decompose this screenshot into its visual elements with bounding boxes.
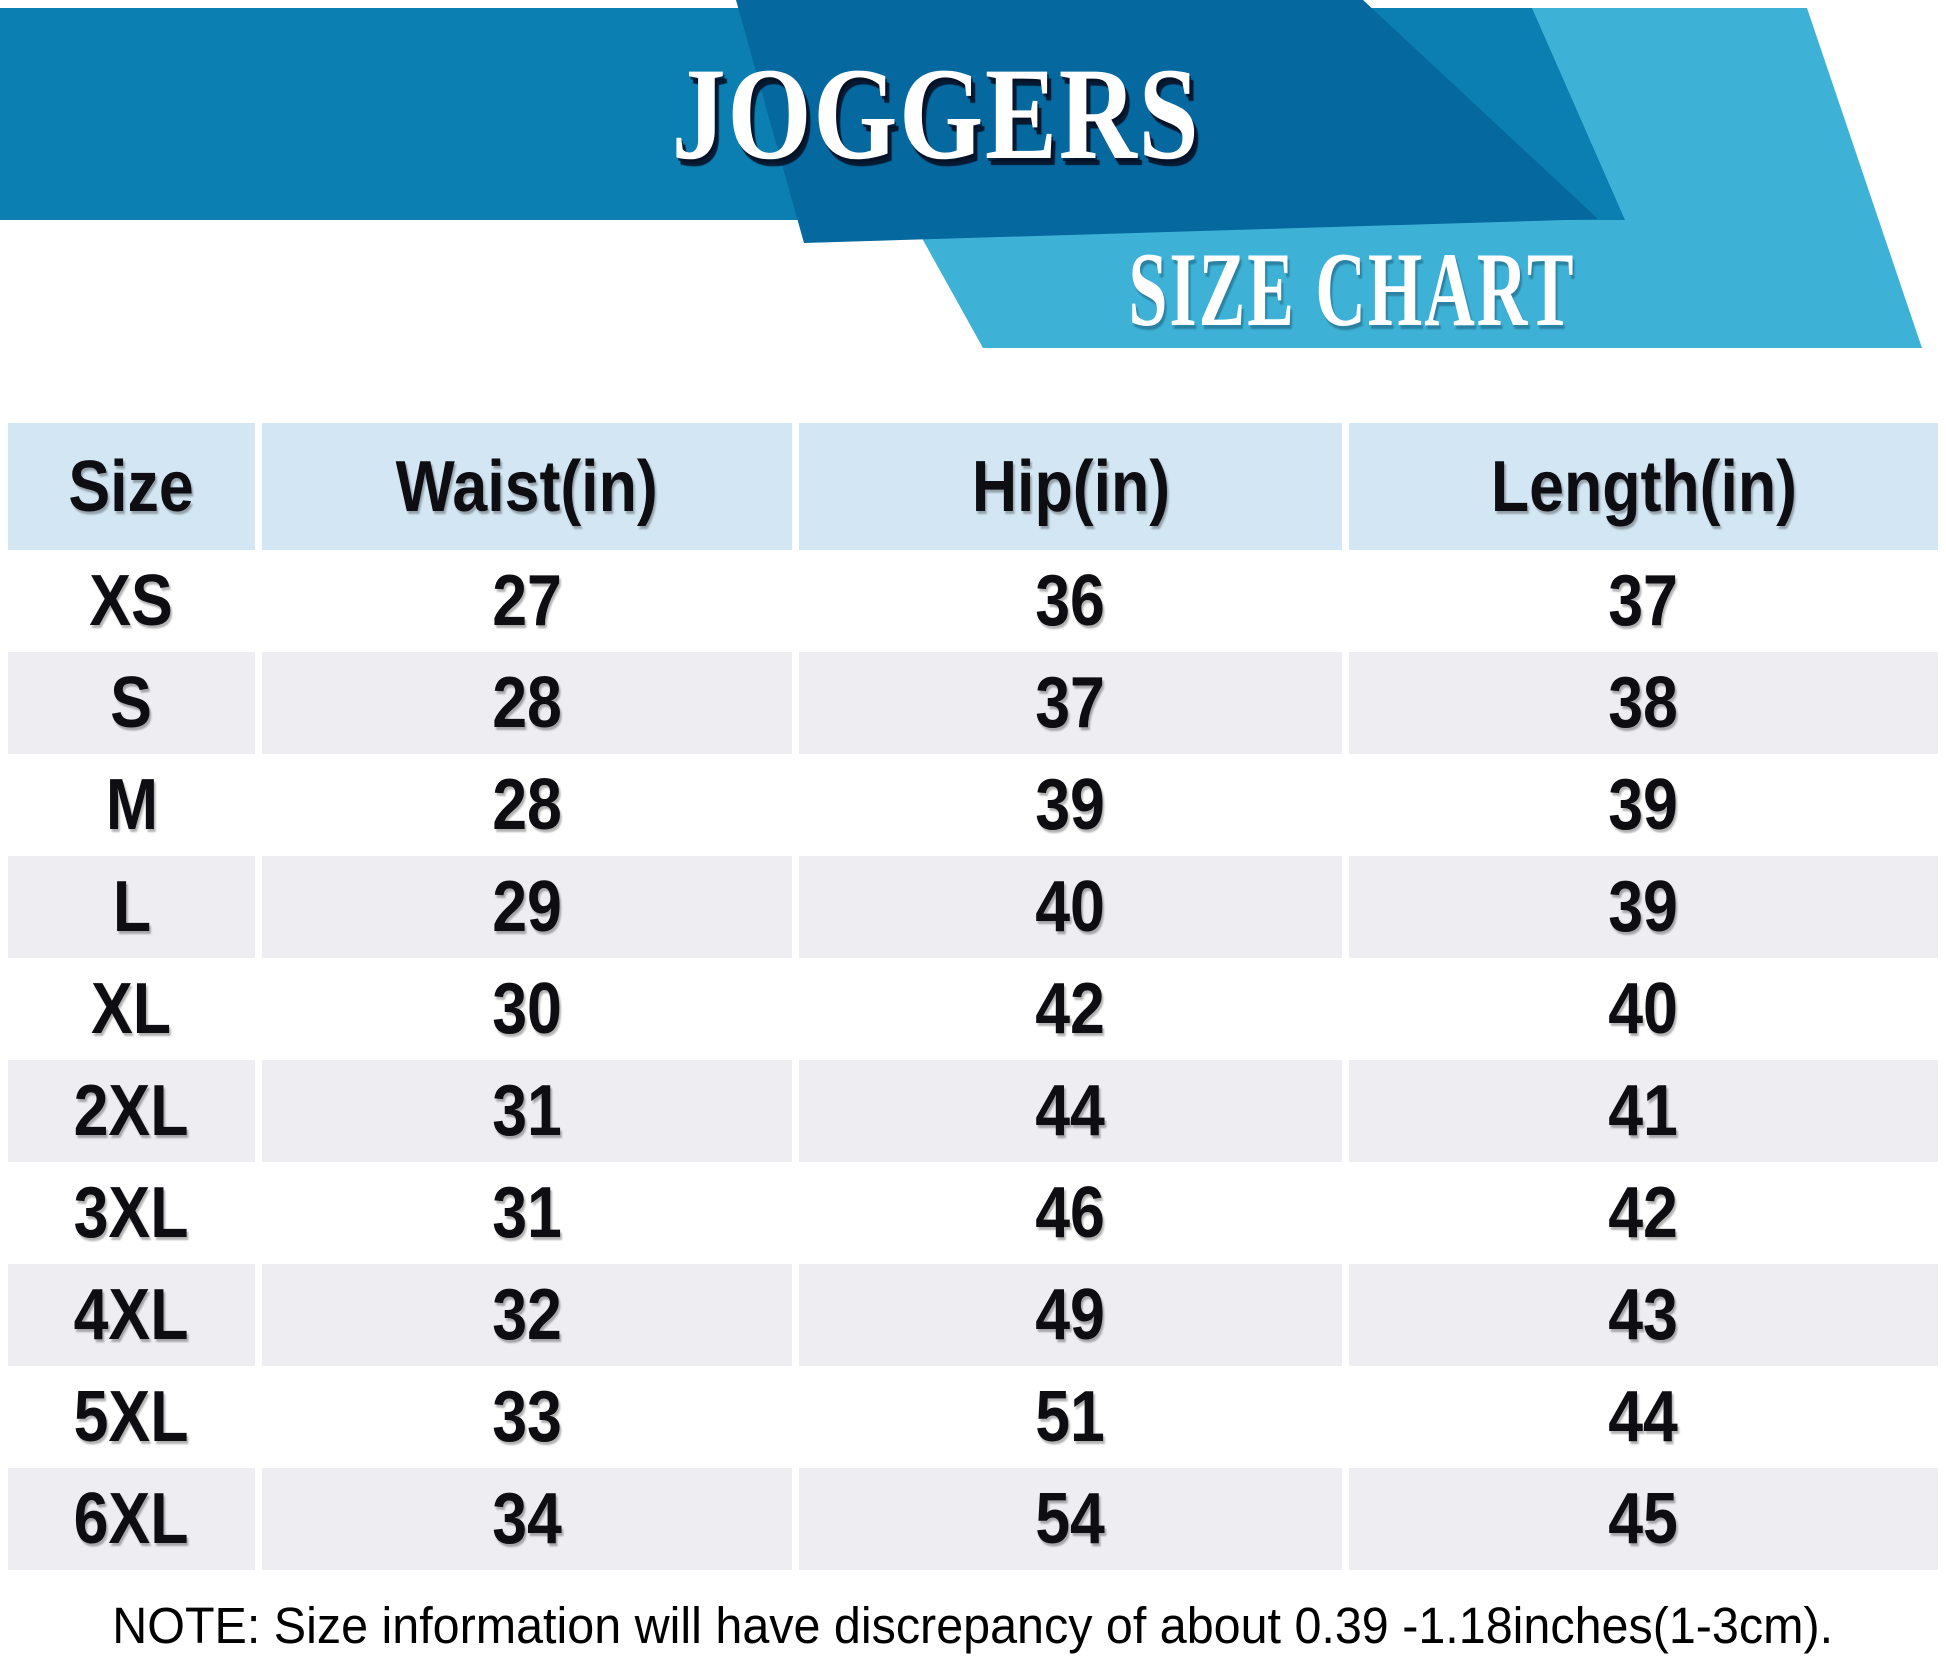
size-cell-6xl-label: 6XL <box>74 1479 189 1559</box>
size-cell-l: L <box>8 856 255 958</box>
value-cell-3xl-waistin: 31 <box>262 1162 792 1264</box>
column-header-lengthin: Length(in) <box>1349 423 1938 550</box>
size-cell-xl: XL <box>8 958 255 1060</box>
size-cell-m: M <box>8 754 255 856</box>
value-cell-2xl-lengthin: 41 <box>1349 1060 1938 1162</box>
size-cell-s-label: S <box>110 663 153 743</box>
value-cell-l-lengthin: 39 <box>1349 856 1938 958</box>
column-header-size-label: Size <box>68 446 195 527</box>
value-cell-xs-lengthin: 37 <box>1349 550 1938 652</box>
size-cell-l-label: L <box>112 867 151 947</box>
value-cell-xs-waistin: 27 <box>262 550 792 652</box>
value-cell-m-lengthin: 39 <box>1349 754 1938 856</box>
value-cell-xs-waistin-label: 27 <box>492 561 562 641</box>
value-cell-xl-lengthin-label: 40 <box>1608 969 1679 1049</box>
value-cell-4xl-hipin: 49 <box>799 1264 1342 1366</box>
value-cell-l-hipin-label: 40 <box>1035 867 1106 947</box>
size-cell-m-label: M <box>105 765 158 845</box>
value-cell-xs-hipin: 36 <box>799 550 1342 652</box>
value-cell-5xl-hipin-label: 51 <box>1035 1377 1106 1457</box>
value-cell-l-waistin-label: 29 <box>492 867 562 947</box>
value-cell-5xl-hipin: 51 <box>799 1366 1342 1468</box>
value-cell-m-waistin: 28 <box>262 754 792 856</box>
value-cell-m-hipin: 39 <box>799 754 1342 856</box>
column-header-waistin: Waist(in) <box>262 423 792 550</box>
column-header-waistin-label: Waist(in) <box>395 446 659 527</box>
value-cell-s-lengthin: 38 <box>1349 652 1938 754</box>
value-cell-xl-waistin-label: 30 <box>492 969 562 1049</box>
value-cell-s-waistin-label: 28 <box>492 663 562 743</box>
size-cell-6xl: 6XL <box>8 1468 255 1570</box>
size-cell-xl-label: XL <box>91 969 172 1049</box>
value-cell-m-lengthin-label: 39 <box>1608 765 1679 845</box>
value-cell-s-lengthin-label: 38 <box>1608 663 1679 743</box>
value-cell-6xl-lengthin-label: 45 <box>1608 1479 1679 1559</box>
value-cell-3xl-lengthin: 42 <box>1349 1162 1938 1264</box>
value-cell-m-waistin-label: 28 <box>492 765 562 845</box>
value-cell-6xl-hipin-label: 54 <box>1035 1479 1106 1559</box>
value-cell-s-hipin-label: 37 <box>1035 663 1106 743</box>
header-banner: JOGGERS SIZE CHART <box>0 0 1946 380</box>
size-cell-4xl: 4XL <box>8 1264 255 1366</box>
value-cell-xl-hipin: 42 <box>799 958 1342 1060</box>
value-cell-xl-waistin: 30 <box>262 958 792 1060</box>
value-cell-4xl-hipin-label: 49 <box>1035 1275 1106 1355</box>
value-cell-2xl-waistin: 31 <box>262 1060 792 1162</box>
size-note-text: NOTE: Size information will have discrep… <box>112 1597 1834 1654</box>
page-title: JOGGERS <box>671 40 1201 187</box>
size-cell-5xl-label: 5XL <box>74 1377 189 1457</box>
value-cell-5xl-waistin-label: 33 <box>492 1377 562 1457</box>
column-header-hipin-label: Hip(in) <box>971 446 1170 527</box>
value-cell-xl-lengthin: 40 <box>1349 958 1938 1060</box>
value-cell-3xl-waistin-label: 31 <box>492 1173 562 1253</box>
size-cell-3xl-label: 3XL <box>74 1173 189 1253</box>
value-cell-4xl-lengthin-label: 43 <box>1608 1275 1679 1355</box>
size-cell-3xl: 3XL <box>8 1162 255 1264</box>
value-cell-2xl-hipin: 44 <box>799 1060 1342 1162</box>
value-cell-4xl-waistin: 32 <box>262 1264 792 1366</box>
value-cell-3xl-hipin-label: 46 <box>1035 1173 1106 1253</box>
value-cell-2xl-waistin-label: 31 <box>492 1071 562 1151</box>
column-header-lengthin-label: Length(in) <box>1490 446 1797 527</box>
value-cell-m-hipin-label: 39 <box>1035 765 1106 845</box>
column-header-size: Size <box>8 423 255 550</box>
value-cell-l-waistin: 29 <box>262 856 792 958</box>
size-table: Size Waist(in) Hip(in) Length(in) XS 27 36 37 S 2… <box>8 423 1938 1570</box>
value-cell-3xl-hipin: 46 <box>799 1162 1342 1264</box>
value-cell-5xl-lengthin: 44 <box>1349 1366 1938 1468</box>
value-cell-6xl-waistin-label: 34 <box>492 1479 562 1559</box>
size-cell-s: S <box>8 652 255 754</box>
page-subtitle: SIZE CHART <box>1128 231 1576 348</box>
value-cell-2xl-hipin-label: 44 <box>1035 1071 1106 1151</box>
value-cell-4xl-waistin-label: 32 <box>492 1275 562 1355</box>
size-cell-xs: XS <box>8 550 255 652</box>
value-cell-l-hipin: 40 <box>799 856 1342 958</box>
value-cell-6xl-lengthin: 45 <box>1349 1468 1938 1570</box>
value-cell-5xl-waistin: 33 <box>262 1366 792 1468</box>
value-cell-l-lengthin-label: 39 <box>1608 867 1679 947</box>
column-header-hipin: Hip(in) <box>799 423 1342 550</box>
value-cell-2xl-lengthin-label: 41 <box>1608 1071 1679 1151</box>
size-note: NOTE: Size information will have discrep… <box>0 1596 1946 1655</box>
size-cell-2xl-label: 2XL <box>74 1071 189 1151</box>
value-cell-xl-hipin-label: 42 <box>1035 969 1106 1049</box>
value-cell-5xl-lengthin-label: 44 <box>1608 1377 1679 1457</box>
value-cell-xs-hipin-label: 36 <box>1035 561 1106 641</box>
value-cell-6xl-hipin: 54 <box>799 1468 1342 1570</box>
value-cell-4xl-lengthin: 43 <box>1349 1264 1938 1366</box>
value-cell-6xl-waistin: 34 <box>262 1468 792 1570</box>
value-cell-3xl-lengthin-label: 42 <box>1608 1173 1679 1253</box>
size-cell-2xl: 2XL <box>8 1060 255 1162</box>
size-cell-4xl-label: 4XL <box>74 1275 189 1355</box>
value-cell-s-waistin: 28 <box>262 652 792 754</box>
size-cell-5xl: 5XL <box>8 1366 255 1468</box>
value-cell-s-hipin: 37 <box>799 652 1342 754</box>
size-cell-xs-label: XS <box>89 561 174 641</box>
value-cell-xs-lengthin-label: 37 <box>1608 561 1679 641</box>
